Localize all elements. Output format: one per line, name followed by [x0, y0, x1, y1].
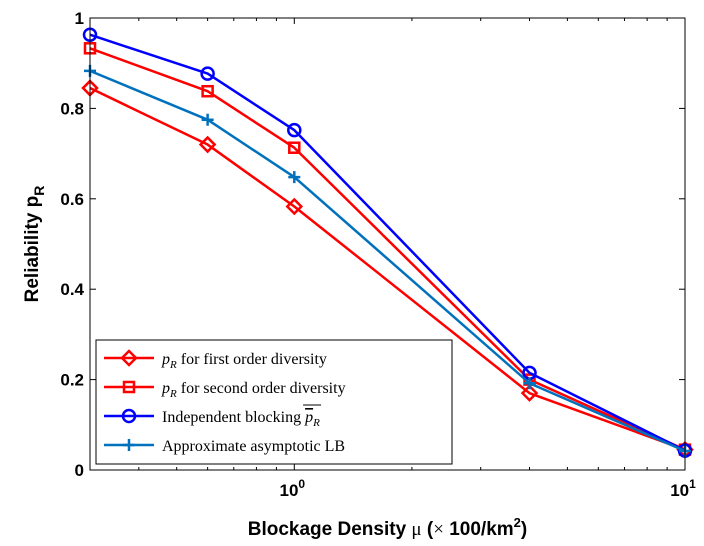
series-3-point-3: [523, 377, 536, 390]
legend-entry-0-label: pR for first order diversity: [161, 351, 327, 371]
plot-frame: [89, 17, 686, 471]
series-0-point-3: [520, 384, 539, 402]
series-0-point-2: [285, 197, 304, 216]
ticks-layer: 0 0.2 0.4 0.6 0.8 1 100 101: [60, 9, 696, 500]
y-tick-label-1: 0.2: [60, 371, 84, 390]
series-2-line: [89, 33, 686, 452]
series-0-line: [89, 86, 686, 451]
series-1-point-2: [288, 141, 301, 154]
series-2-point-2: [287, 122, 302, 138]
legend: pR for first order diversity pR for secon…: [95, 339, 453, 465]
series-1-line: [89, 47, 686, 451]
series-0-point-1: [198, 135, 217, 154]
y-tick-label-4: 0.8: [60, 99, 84, 118]
legend-entry-3-marker: [123, 439, 135, 451]
series-3-point-1: [201, 113, 214, 126]
legend-entry-1-marker: [122, 380, 136, 394]
legend-entry-1-label: pR for second order diversity: [161, 380, 346, 400]
y-tick-label-0: 0: [75, 461, 84, 480]
y-tick-label-5: 1: [75, 9, 84, 28]
series-layer: [81, 27, 694, 459]
legend-box: [95, 339, 453, 465]
series-3-point-2: [288, 171, 301, 184]
legend-entry-2-label: Independent blocking pR: [162, 409, 320, 429]
x-tick-label-1: 101: [670, 477, 696, 500]
y-tick-label-2: 0.4: [60, 280, 84, 299]
x-tick-label-0: 100: [279, 477, 305, 500]
legend-entry-2-marker: [121, 408, 137, 424]
series-1-point-1: [201, 84, 214, 98]
legend-entry-3-label: Approximate asymptotic LB: [162, 438, 345, 455]
legend-entry-0-marker: [120, 349, 138, 367]
x-axis-label: Blockage Density μ (× 100/km2): [248, 515, 527, 540]
series-2-point-1: [200, 66, 215, 81]
y-axis-label: Reliability pR: [22, 186, 47, 303]
y-tick-label-3: 0.6: [60, 190, 84, 209]
